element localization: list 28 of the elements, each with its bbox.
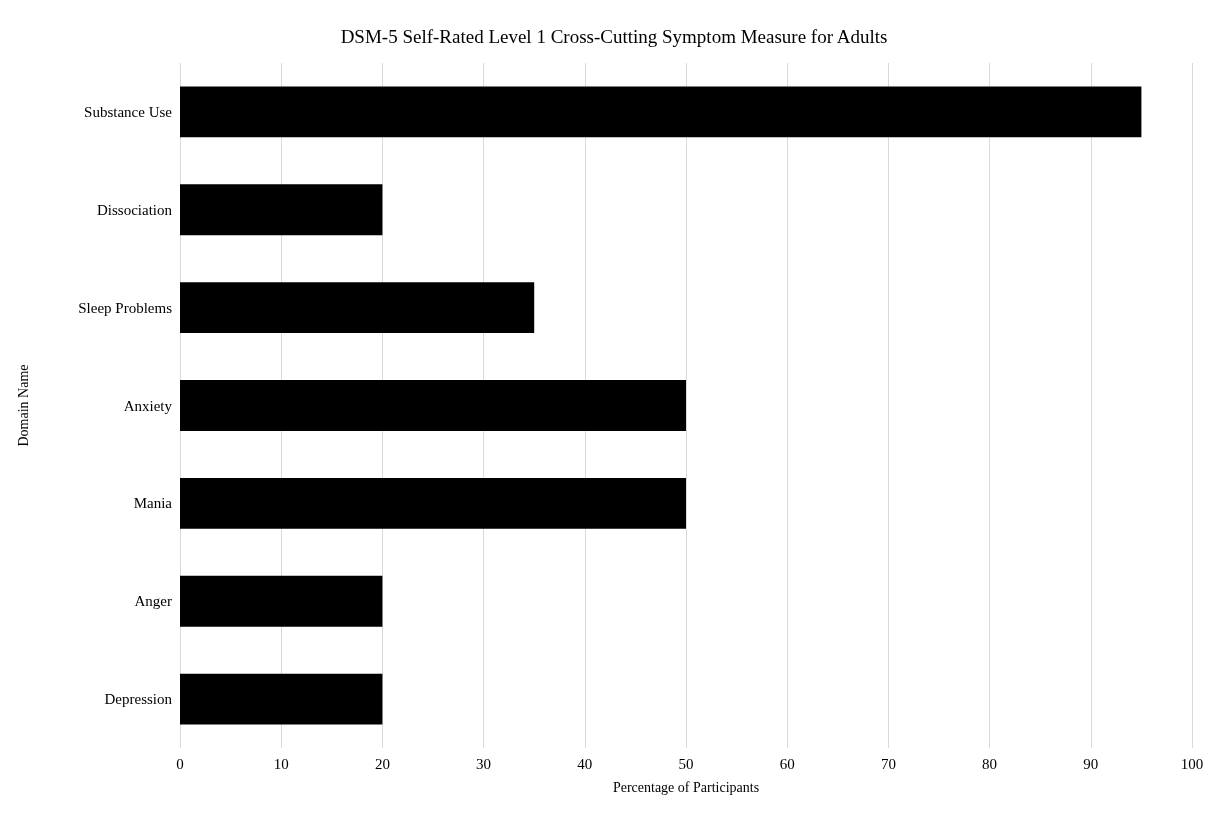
y-tick-label: Dissociation — [97, 201, 173, 218]
bar — [180, 380, 686, 431]
bar — [180, 575, 383, 627]
y-tick-label: Mania — [133, 495, 173, 512]
bar — [180, 184, 383, 236]
y-tick-label: Depression — [104, 691, 173, 708]
chart-title: DSM-5 Self-Rated Level 1 Cross-Cutting Symptom Measure for Adults — [340, 26, 888, 47]
x-tick-label: 80 — [982, 755, 998, 772]
x-tick-label: 20 — [374, 755, 390, 772]
y-tick-label: Anger — [134, 593, 172, 610]
bar — [180, 673, 383, 725]
x-tick-label: 60 — [779, 755, 795, 772]
x-tick-label: 100 — [1180, 755, 1204, 772]
y-tick-label: Anxiety — [123, 397, 173, 414]
x-tick-label: 0 — [176, 755, 184, 772]
x-tick-label: 30 — [476, 755, 492, 772]
y-axis-title: Domain Name — [15, 364, 31, 447]
y-tick-label: Sleep Problems — [78, 299, 173, 316]
bar — [180, 477, 686, 529]
x-tick-label: 90 — [1083, 755, 1099, 772]
x-axis-title: Percentage of Participants — [612, 779, 760, 795]
x-tick-label: 40 — [577, 755, 593, 772]
y-tick-label: Substance Use — [84, 103, 173, 120]
x-tick-label: 50 — [678, 755, 694, 772]
x-tick-label: 10 — [273, 755, 289, 772]
x-tick-label: 70 — [880, 755, 896, 772]
bar — [180, 86, 1142, 138]
bar — [180, 282, 535, 334]
